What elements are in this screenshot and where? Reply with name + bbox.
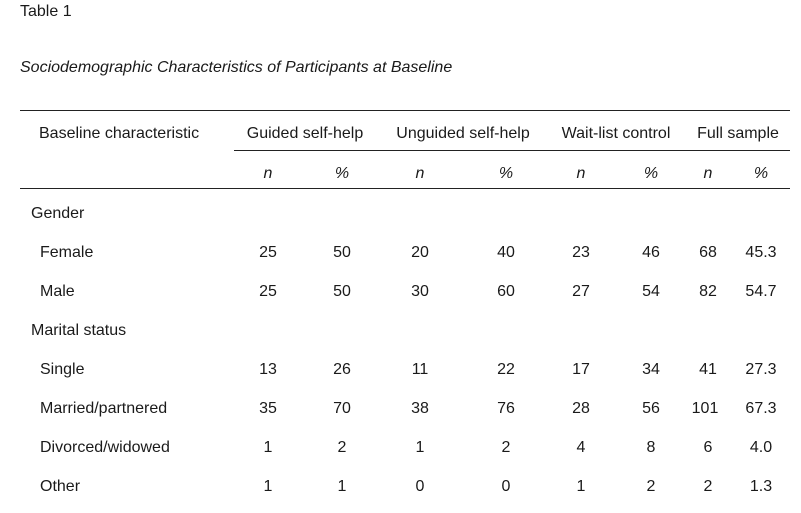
cell-value: 1 xyxy=(263,478,273,495)
cell-value: 70 xyxy=(333,400,351,417)
cell-value: 0 xyxy=(415,478,425,495)
cell-value: 1 xyxy=(415,439,425,456)
cell-value: 25 xyxy=(259,283,277,300)
cell-value: 38 xyxy=(411,400,429,417)
cell-value: 1 xyxy=(263,439,273,456)
cell-value: 76 xyxy=(497,400,515,417)
subhead-percent: % xyxy=(753,165,769,182)
cell-value: 4 xyxy=(576,439,586,456)
subhead-n: n xyxy=(576,165,586,182)
cell-value: 1 xyxy=(576,478,586,495)
cell-value: 13 xyxy=(259,361,277,378)
cell-value: 1.3 xyxy=(749,478,773,495)
cell-value: 41 xyxy=(699,361,717,378)
group-header-unguided: Unguided self-help xyxy=(396,125,530,142)
group-header-rule xyxy=(234,150,790,151)
subhead-percent: % xyxy=(643,165,659,182)
cell-value: 27 xyxy=(572,283,590,300)
group-header-full-sample: Full sample xyxy=(697,125,779,142)
subhead-percent: % xyxy=(334,165,350,182)
subhead-n: n xyxy=(415,165,425,182)
group-header-waitlist: Wait-list control xyxy=(561,125,671,142)
cell-value: 46 xyxy=(642,244,660,261)
cell-value: 35 xyxy=(259,400,277,417)
cell-value: 2 xyxy=(501,439,511,456)
column-header-rule xyxy=(20,188,790,189)
cell-value: 54.7 xyxy=(745,283,777,300)
cell-value: 40 xyxy=(497,244,515,261)
row-label-single: Single xyxy=(40,361,85,378)
cell-value: 0 xyxy=(501,478,511,495)
cell-value: 30 xyxy=(411,283,429,300)
table-label: Table 1 xyxy=(20,3,72,20)
cell-value: 54 xyxy=(642,283,660,300)
subhead-n: n xyxy=(263,165,273,182)
cell-value: 1 xyxy=(337,478,347,495)
cell-value: 82 xyxy=(699,283,717,300)
row-label-divorced-widowed: Divorced/widowed xyxy=(40,439,170,456)
row-label-female: Female xyxy=(40,244,94,261)
cell-value: 2 xyxy=(337,439,347,456)
cell-value: 68 xyxy=(699,244,717,261)
subhead-n: n xyxy=(703,165,713,182)
cell-value: 45.3 xyxy=(745,244,777,261)
row-label-married-partnered: Married/partnered xyxy=(40,400,168,417)
cell-value: 50 xyxy=(333,244,351,261)
cell-value: 56 xyxy=(642,400,660,417)
cell-value: 2 xyxy=(703,478,713,495)
cell-value: 27.3 xyxy=(745,361,777,378)
cell-value: 23 xyxy=(572,244,590,261)
cell-value: 25 xyxy=(259,244,277,261)
cell-value: 20 xyxy=(411,244,429,261)
row-label-other: Other xyxy=(40,478,81,495)
section-heading-marital-status: Marital status xyxy=(31,322,127,339)
table-title: Sociodemographic Characteristics of Part… xyxy=(20,59,453,76)
cell-value: 101 xyxy=(691,400,719,417)
cell-value: 67.3 xyxy=(745,400,777,417)
cell-value: 4.0 xyxy=(749,439,773,456)
cell-value: 26 xyxy=(333,361,351,378)
cell-value: 11 xyxy=(411,361,429,378)
cell-value: 60 xyxy=(497,283,515,300)
cell-value: 2 xyxy=(646,478,656,495)
cell-value: 8 xyxy=(646,439,656,456)
section-heading-gender: Gender xyxy=(31,205,85,222)
cell-value: 28 xyxy=(572,400,590,417)
cell-value: 17 xyxy=(572,361,590,378)
stub-header: Baseline characteristic xyxy=(39,125,200,142)
cell-value: 6 xyxy=(703,439,713,456)
top-rule xyxy=(20,110,790,111)
cell-value: 22 xyxy=(497,361,515,378)
group-header-guided: Guided self-help xyxy=(246,125,364,142)
subhead-percent: % xyxy=(498,165,514,182)
cell-value: 34 xyxy=(642,361,660,378)
row-label-male: Male xyxy=(40,283,75,300)
cell-value: 50 xyxy=(333,283,351,300)
